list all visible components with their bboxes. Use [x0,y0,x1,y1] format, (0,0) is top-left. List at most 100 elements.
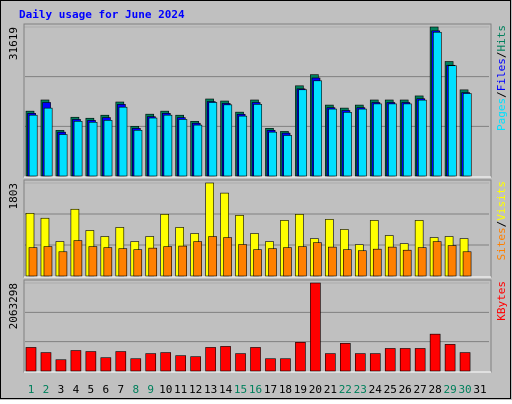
bar [58,251,68,277]
x-tick-label: 28 [429,383,442,396]
bar [118,248,128,277]
bar [88,121,98,177]
x-tick-label: 6 [103,383,110,396]
bar [418,99,427,177]
bar [354,353,366,372]
legend-entry: Pages [495,98,508,131]
bar [462,251,472,277]
x-tick-label: 10 [159,383,172,396]
x-tick-label: 19 [294,383,307,396]
bar [235,353,246,372]
bar [343,112,352,177]
bar [399,348,411,372]
bar [429,333,441,372]
bar [298,246,307,277]
x-tick-label: 8 [132,383,139,396]
bar [388,103,397,177]
bar [178,119,188,177]
x-tick-label: 11 [174,383,187,396]
x-tick-label: 24 [369,383,383,396]
x-tick-label: 14 [219,383,233,396]
bar [133,129,143,177]
bar [163,114,173,177]
bar [253,104,263,177]
bar [160,352,172,372]
bar [43,246,53,277]
legend: Sites/Visits [495,181,508,261]
x-tick-label: 21 [324,383,337,396]
bar [265,358,276,372]
bar [205,347,216,372]
legend-separator: / [495,91,508,98]
x-tick-label: 25 [384,383,397,396]
bar [358,108,367,177]
bar [384,348,396,372]
bar [40,352,52,372]
bar [298,89,307,177]
x-tick-label: 1 [28,383,35,396]
bar [250,347,261,372]
bar [103,247,113,277]
bar [208,236,217,277]
bar [238,244,247,277]
legend-entry: KBytes [495,281,508,321]
bar [369,353,381,372]
bar [447,245,457,277]
y-tick-label: 31619 [7,27,20,60]
bar [340,343,351,372]
x-tick-label: 23 [354,383,367,396]
bar [163,246,173,277]
bar [100,357,112,372]
legend-entry: Hits [495,25,508,52]
legend: KBytes [495,281,508,321]
legend-separator: / [495,221,508,228]
legend-entry: Sites [495,227,508,260]
x-tick-label: 13 [204,383,217,396]
bar [28,114,38,177]
bar [133,249,143,277]
bar [268,131,277,177]
x-tick-label: 29 [443,383,456,396]
bar [208,102,218,177]
bar [462,93,472,177]
legend-separator: / [495,52,508,59]
bar [328,108,337,177]
bar [178,245,187,277]
bar [343,249,352,277]
bar [25,347,37,372]
bar [447,65,457,177]
x-tick-label: 4 [73,383,80,396]
bar [414,348,426,372]
bar [387,246,397,277]
bar [118,106,128,177]
bar [28,247,38,277]
x-tick-label: 3 [58,383,65,396]
x-tick-label: 16 [249,383,262,396]
bar [372,248,382,277]
bar [148,247,158,277]
y-tick-label: 2063298 [7,283,20,329]
x-tick-label: 2 [43,383,50,396]
bar [190,356,201,372]
bar [253,249,262,277]
x-tick-label: 27 [414,383,427,396]
bar [459,352,471,372]
x-tick-label: 9 [147,383,154,396]
bar [70,350,82,372]
bar [403,103,412,177]
bar [58,134,68,177]
bar [130,358,142,372]
bar [280,358,291,372]
bar [283,247,292,277]
x-tick-label: 12 [189,383,202,396]
bar [223,104,233,177]
x-tick-label: 18 [279,383,292,396]
bar [193,124,203,177]
bar [325,353,336,372]
bar [220,346,231,372]
x-tick-label: 20 [309,383,322,396]
x-tick-label: 26 [399,383,412,396]
bar [193,241,202,277]
bar [73,240,83,277]
